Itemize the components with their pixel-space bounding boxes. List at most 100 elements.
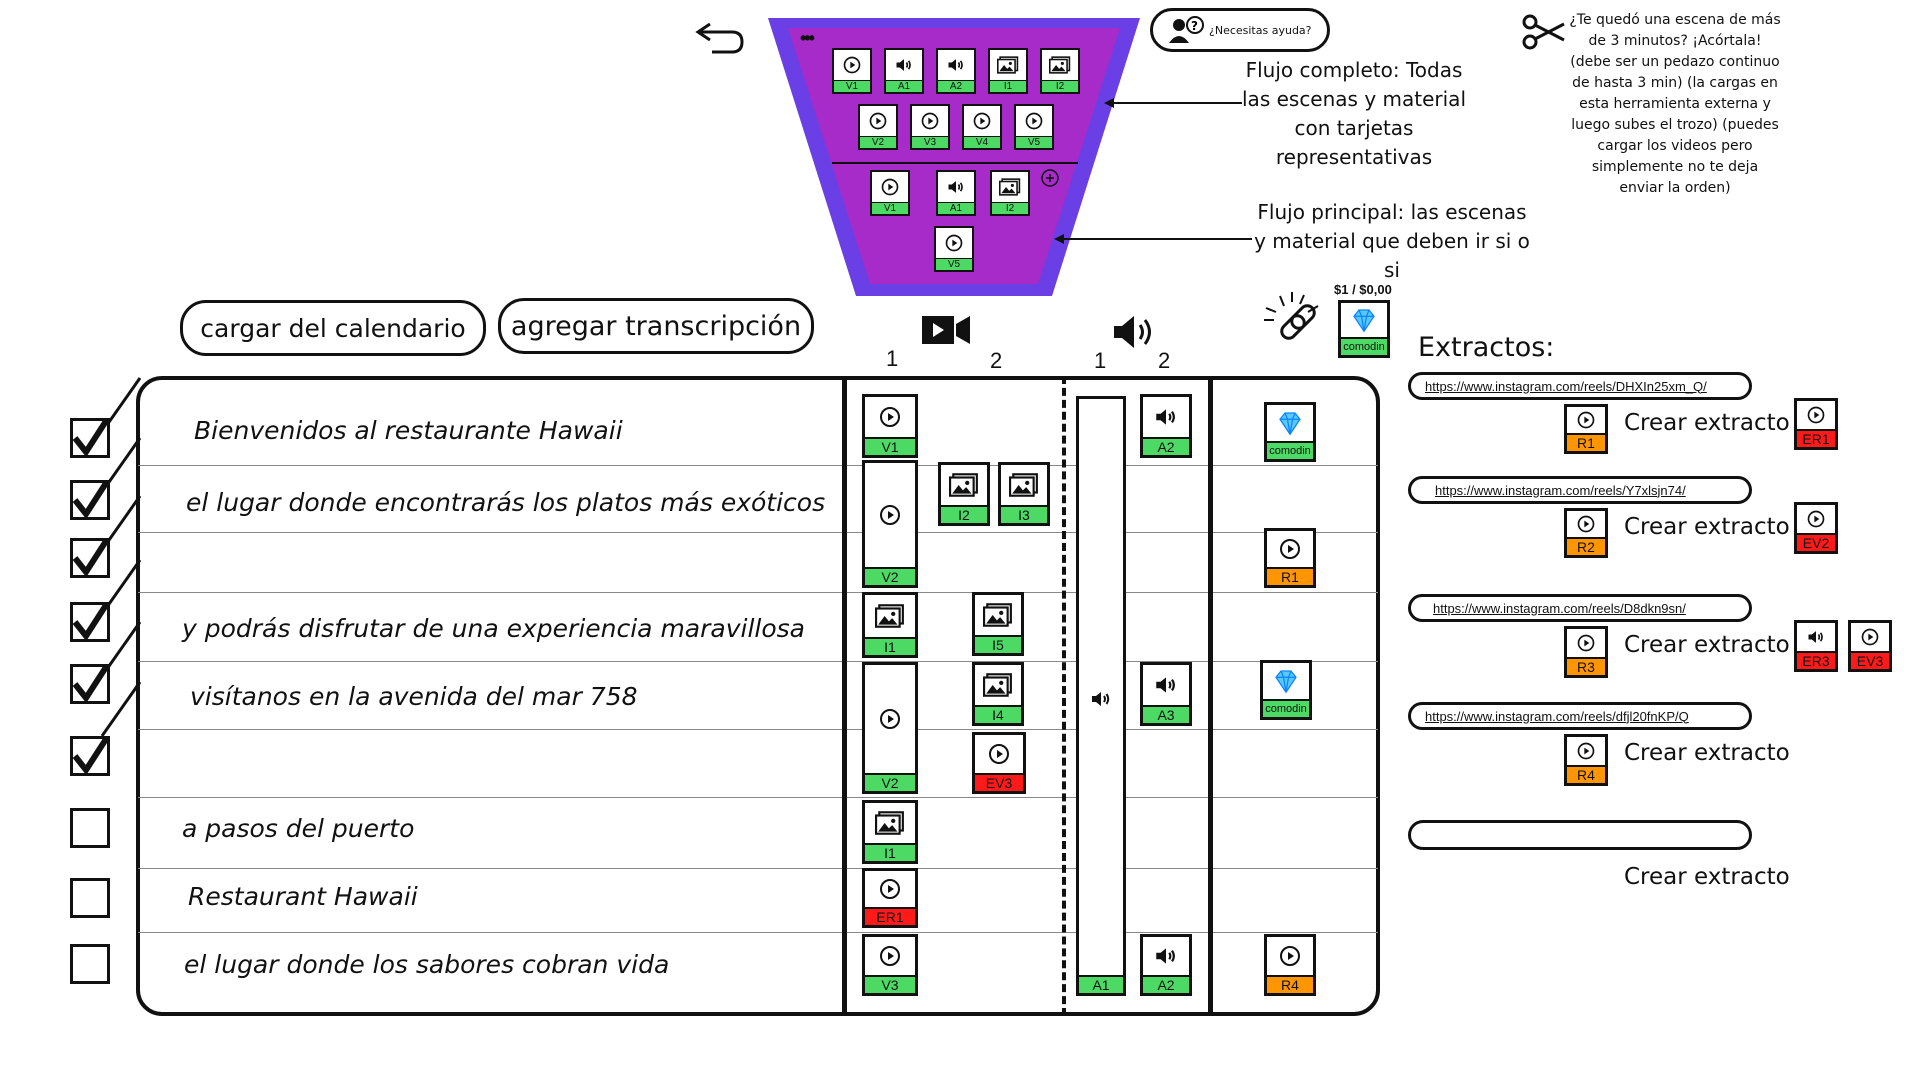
transcript-line[interactable]: Restaurant Hawaii xyxy=(188,882,418,911)
create-extract-button[interactable]: Crear extracto xyxy=(1624,740,1790,766)
extract-url-field[interactable]: https://www.instagram.com/reels/DHXIn25x… xyxy=(1408,372,1752,400)
extract-output-card[interactable]: ER3 xyxy=(1794,620,1838,672)
row-divider xyxy=(138,592,1378,593)
extract-source-card[interactable]: R1 xyxy=(1564,404,1608,454)
pointer-line xyxy=(1054,232,1254,246)
comodin-card[interactable]: comodin xyxy=(1264,402,1316,462)
timeline-card[interactable]: I4 xyxy=(972,662,1024,726)
funnel-card[interactable]: I1 xyxy=(988,48,1028,94)
extract-source-card[interactable]: R3 xyxy=(1564,626,1608,678)
transcript-line[interactable]: y podrás disfrutar de una experiencia ma… xyxy=(182,614,805,643)
extract-output-card[interactable]: ER1 xyxy=(1794,398,1838,450)
transcript-line[interactable]: el lugar donde los sabores cobran vida xyxy=(184,950,670,979)
extract-source-card[interactable]: R2 xyxy=(1564,508,1608,558)
row-checkbox[interactable] xyxy=(70,736,110,776)
timeline-card[interactable]: I5 xyxy=(972,592,1024,656)
text-column-divider xyxy=(842,376,847,1016)
diamond-icon xyxy=(1341,303,1387,337)
card-label: I2 xyxy=(992,202,1028,214)
row-checkbox[interactable] xyxy=(70,418,110,458)
link-icon[interactable] xyxy=(1262,290,1330,356)
timeline-card[interactable]: A2 xyxy=(1140,934,1192,996)
row-checkbox[interactable] xyxy=(70,480,110,520)
funnel-card[interactable]: V2 xyxy=(858,104,898,150)
funnel-card[interactable]: V3 xyxy=(910,104,950,150)
card-label: A1 xyxy=(1079,975,1123,993)
back-arrow-icon[interactable] xyxy=(692,18,748,58)
card-label: ER1 xyxy=(1797,429,1835,447)
card-label: A2 xyxy=(1143,975,1189,993)
load-calendar-button[interactable]: cargar del calendario xyxy=(180,300,486,356)
create-extract-button[interactable]: Crear extracto xyxy=(1624,864,1790,890)
transcript-line[interactable]: a pasos del puerto xyxy=(182,814,415,843)
extract-output-card[interactable]: EV2 xyxy=(1794,502,1838,554)
funnel-card[interactable]: V5 xyxy=(1014,104,1054,150)
diamond-icon xyxy=(1263,663,1309,699)
card-label: A3 xyxy=(1143,705,1189,723)
extract-url-field[interactable] xyxy=(1408,820,1752,850)
timeline-card[interactable]: R1 xyxy=(1264,528,1316,588)
audio-track-1-clip[interactable]: A1 xyxy=(1076,396,1126,996)
timeline-card[interactable]: V2 xyxy=(862,662,918,794)
timeline-card[interactable]: I2 xyxy=(938,462,990,526)
extract-output-card[interactable]: EV3 xyxy=(1848,620,1892,672)
create-extract-button[interactable]: Crear extracto xyxy=(1624,632,1790,658)
funnel-card[interactable]: V5 xyxy=(934,226,974,272)
add-transcription-button[interactable]: agregar transcripción xyxy=(498,298,814,354)
diamond-icon xyxy=(1267,405,1313,441)
funnel-card[interactable]: A1 xyxy=(884,48,924,94)
timeline-card[interactable]: EV3 xyxy=(972,732,1026,794)
row-checkbox[interactable] xyxy=(70,878,110,918)
note-main-flow: Flujo principal: las escenas y material … xyxy=(1254,200,1530,282)
timeline-card[interactable]: R4 xyxy=(1264,934,1316,996)
funnel-card[interactable]: A2 xyxy=(936,48,976,94)
help-button[interactable]: ? ¿Necesitas ayuda? xyxy=(1150,8,1330,52)
row-divider xyxy=(138,465,1378,466)
card-label: A2 xyxy=(1143,437,1189,455)
help-person-icon: ? xyxy=(1165,15,1209,45)
funnel-card[interactable]: V4 xyxy=(962,104,1002,150)
row-checkbox[interactable] xyxy=(70,944,110,984)
row-checkbox[interactable] xyxy=(70,664,110,704)
timeline-card[interactable]: I1 xyxy=(862,800,918,864)
funnel-card[interactable]: I2 xyxy=(1040,48,1080,94)
create-extract-button[interactable]: Crear extracto xyxy=(1624,514,1790,540)
card-label: I5 xyxy=(975,635,1021,653)
card-label: EV3 xyxy=(975,773,1023,791)
funnel-ellipsis[interactable]: ••• xyxy=(800,28,815,48)
card-label: R4 xyxy=(1567,765,1605,783)
row-checkbox[interactable] xyxy=(70,538,110,578)
timeline-card[interactable]: ER1 xyxy=(862,868,918,928)
row-checkbox[interactable] xyxy=(70,602,110,642)
scissors-icon[interactable] xyxy=(1522,14,1566,50)
funnel-card[interactable]: A1 xyxy=(936,170,976,216)
card-label: I4 xyxy=(975,705,1021,723)
card-label: V4 xyxy=(964,136,1000,148)
card-label: I1 xyxy=(865,637,915,655)
transcript-line[interactable]: visítanos en la avenida del mar 758 xyxy=(190,682,638,711)
comodin-card[interactable]: comodin xyxy=(1260,660,1312,720)
timeline-card[interactable]: I3 xyxy=(998,462,1050,526)
timeline-card[interactable]: I1 xyxy=(862,592,918,658)
funnel-card[interactable]: I2 xyxy=(990,170,1030,216)
funnel-card[interactable]: V1 xyxy=(832,48,872,94)
row-divider xyxy=(138,532,1378,533)
extract-source-card[interactable]: R4 xyxy=(1564,734,1608,786)
transcript-line[interactable]: Bienvenidos al restaurante Hawaii xyxy=(194,416,623,445)
extract-url-field[interactable]: https://www.instagram.com/reels/dfjl20fn… xyxy=(1408,702,1752,730)
funnel-card[interactable]: V1 xyxy=(870,170,910,216)
extract-url-field[interactable]: https://www.instagram.com/reels/D8dkn9sn… xyxy=(1408,594,1752,622)
extract-url-field[interactable]: https://www.instagram.com/reels/Y7xlsjn7… xyxy=(1408,476,1752,504)
card-label: V5 xyxy=(936,258,972,270)
card-label: I2 xyxy=(941,505,987,523)
card-label: comodin xyxy=(1263,699,1309,717)
comodin-card[interactable]: comodin xyxy=(1338,300,1390,358)
timeline-card[interactable]: V2 xyxy=(862,460,918,588)
timeline-card[interactable]: V3 xyxy=(862,934,918,996)
timeline-card[interactable]: V1 xyxy=(862,394,918,458)
timeline-card[interactable]: A2 xyxy=(1140,394,1192,458)
transcript-line[interactable]: el lugar donde encontrarás los platos má… xyxy=(186,488,826,517)
timeline-card[interactable]: A3 xyxy=(1140,662,1192,726)
create-extract-button[interactable]: Crear extracto xyxy=(1624,410,1790,436)
row-checkbox[interactable] xyxy=(70,808,110,848)
